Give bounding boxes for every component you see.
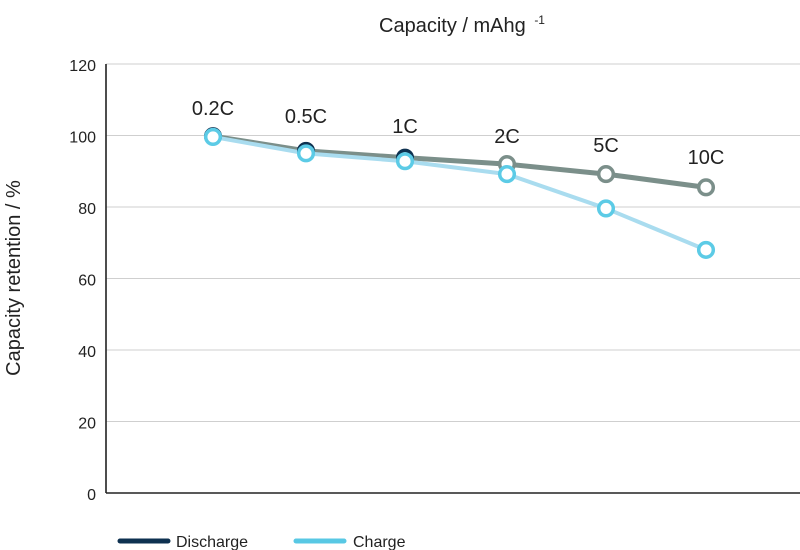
category-label: 1C: [392, 116, 418, 138]
charge-point: [296, 144, 316, 163]
charge-point: [596, 199, 616, 218]
chart-title-main: Capacity / mAhg: [379, 15, 526, 37]
charge-point: [497, 165, 517, 184]
legend-layer: Discharge Charge: [117, 534, 406, 550]
axis-layer: 0 20 40 60 80 100 120: [69, 58, 800, 504]
series-layer: [203, 127, 716, 259]
category-label: 0.2C: [192, 98, 234, 120]
legend-label-discharge: Discharge: [176, 534, 248, 550]
chart-title-superscript: -1: [534, 13, 545, 27]
y-tick-label: 0: [87, 487, 96, 504]
category-label: 0.5C: [285, 106, 327, 128]
y-tick-label: 60: [78, 273, 96, 290]
chart-title: Capacity / mAhg -1: [379, 13, 545, 37]
discharge-point: [696, 178, 716, 197]
charge-point: [395, 152, 415, 171]
y-tick-label: 100: [69, 130, 96, 147]
category-label: 5C: [593, 135, 619, 157]
y-tick-label: 40: [78, 344, 96, 361]
y-tick-label: 20: [78, 416, 96, 433]
discharge-point: [596, 165, 616, 184]
category-label: 10C: [688, 147, 725, 169]
category-layer: 0.2C 0.5C 1C 2C 5C 10C: [192, 98, 724, 169]
y-tick-label: 80: [78, 201, 96, 218]
y-axis-label: Capacity retention / %: [3, 180, 25, 376]
charge-point: [203, 127, 223, 146]
category-label: 2C: [494, 126, 520, 148]
legend-label-charge: Charge: [353, 534, 406, 550]
charge-point: [696, 240, 716, 259]
series-line-charge: [211, 134, 708, 252]
series-line-discharge: [210, 133, 709, 190]
y-tick-label: 120: [69, 58, 96, 75]
